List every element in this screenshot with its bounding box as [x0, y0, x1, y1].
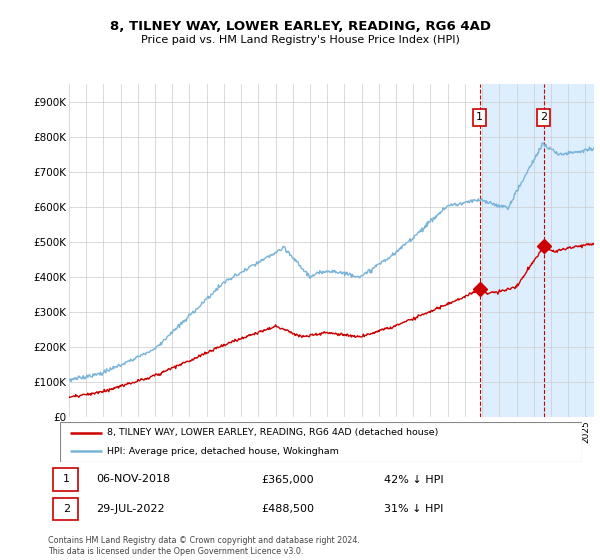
Text: 06-NOV-2018: 06-NOV-2018 [96, 474, 170, 484]
Text: 1: 1 [476, 113, 483, 122]
Text: 2: 2 [540, 113, 547, 122]
Text: 8, TILNEY WAY, LOWER EARLEY, READING, RG6 4AD: 8, TILNEY WAY, LOWER EARLEY, READING, RG… [110, 20, 491, 32]
Text: Price paid vs. HM Land Registry's House Price Index (HPI): Price paid vs. HM Land Registry's House … [140, 35, 460, 45]
Text: HPI: Average price, detached house, Wokingham: HPI: Average price, detached house, Woki… [107, 447, 339, 456]
Text: 29-JUL-2022: 29-JUL-2022 [96, 504, 164, 514]
Text: 31% ↓ HPI: 31% ↓ HPI [385, 504, 444, 514]
Text: £365,000: £365,000 [262, 474, 314, 484]
Bar [482, 84, 594, 417]
Text: 8, TILNEY WAY, LOWER EARLEY, READING, RG6 4AD (detached house): 8, TILNEY WAY, LOWER EARLEY, READING, RG… [107, 428, 439, 437]
Text: 2: 2 [63, 504, 70, 514]
Text: £488,500: £488,500 [262, 504, 314, 514]
Text: 42% ↓ HPI: 42% ↓ HPI [385, 474, 444, 484]
Text: Contains HM Land Registry data © Crown copyright and database right 2024.
This d: Contains HM Land Registry data © Crown c… [48, 536, 360, 556]
FancyBboxPatch shape [60, 422, 582, 462]
FancyBboxPatch shape [53, 468, 79, 491]
FancyBboxPatch shape [53, 498, 79, 520]
Text: 1: 1 [63, 474, 70, 484]
